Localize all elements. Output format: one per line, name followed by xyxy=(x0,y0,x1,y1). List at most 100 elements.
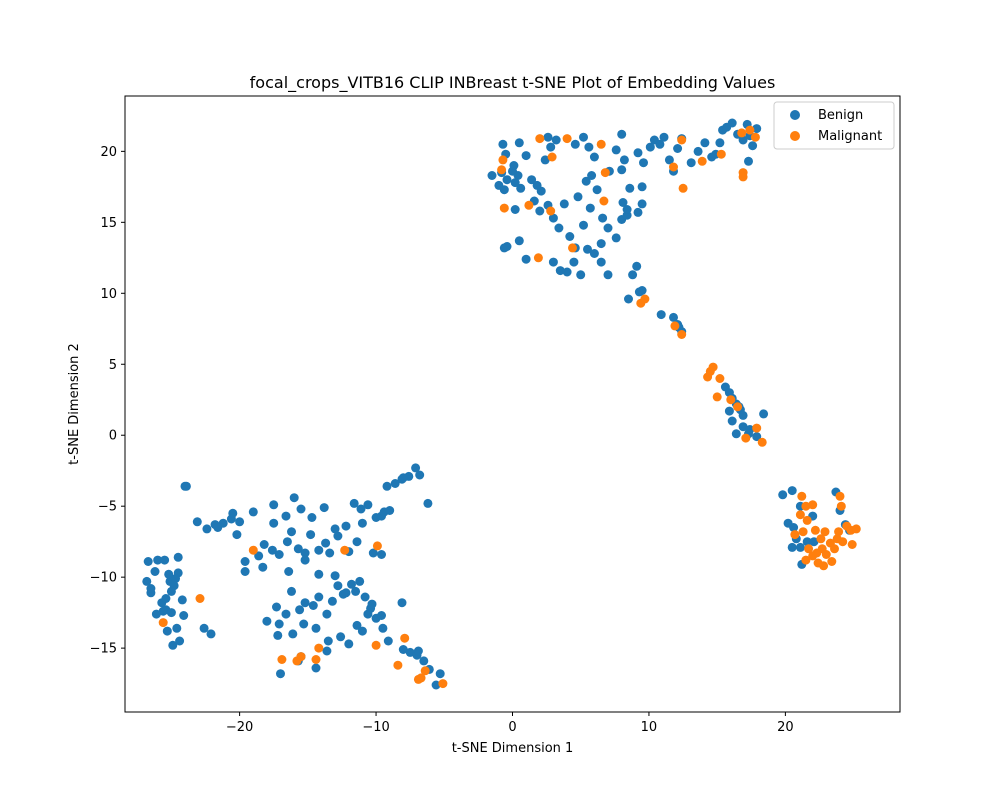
point-malignant xyxy=(498,155,508,165)
point-benign xyxy=(164,569,174,579)
point-benign xyxy=(274,619,284,629)
point-benign xyxy=(333,531,343,541)
point-benign xyxy=(570,139,580,149)
point-benign xyxy=(655,139,665,149)
point-benign xyxy=(390,479,400,488)
point-benign xyxy=(341,521,351,531)
point-benign xyxy=(587,171,597,180)
point-benign xyxy=(168,640,178,650)
legend-box xyxy=(773,101,895,150)
point-benign xyxy=(347,579,356,589)
point-benign xyxy=(551,135,561,145)
point-benign xyxy=(173,552,183,562)
x-tick-label: −10 xyxy=(362,720,389,735)
point-benign xyxy=(356,504,366,514)
point-malignant xyxy=(248,545,258,555)
point-benign xyxy=(617,165,627,175)
point-benign xyxy=(171,574,180,584)
point-benign xyxy=(357,518,367,528)
point-benign xyxy=(226,514,236,524)
point-malignant xyxy=(678,183,688,193)
point-benign xyxy=(276,669,285,679)
point-benign xyxy=(514,236,524,246)
point-malignant xyxy=(371,640,381,650)
points-layer xyxy=(142,118,861,690)
point-benign xyxy=(405,647,415,657)
point-benign xyxy=(423,498,433,508)
point-benign xyxy=(431,680,441,690)
point-malignant xyxy=(834,527,844,537)
y-axis-label: t-SNE Dimension 2 xyxy=(67,343,82,465)
point-benign xyxy=(272,602,281,612)
legend-marker-malignant xyxy=(790,131,800,141)
point-malignant xyxy=(599,196,609,206)
point-benign xyxy=(284,567,294,576)
point-benign xyxy=(314,592,324,602)
legend-label-benign: Benign xyxy=(818,108,863,123)
point-benign xyxy=(368,548,378,558)
point-benign xyxy=(307,513,317,522)
point-malignant xyxy=(726,395,736,405)
point-benign xyxy=(632,261,642,271)
point-benign xyxy=(287,527,296,537)
point-malignant xyxy=(790,530,800,540)
point-benign xyxy=(752,124,762,134)
point-malignant xyxy=(708,362,718,372)
point-benign xyxy=(783,518,793,528)
point-benign xyxy=(299,619,309,629)
point-benign xyxy=(158,606,168,616)
point-benign xyxy=(259,540,269,549)
point-malignant xyxy=(827,557,837,566)
point-malignant xyxy=(372,541,382,551)
point-benign xyxy=(281,511,291,521)
point-benign xyxy=(322,609,332,619)
point-malignant xyxy=(497,165,507,175)
point-benign xyxy=(330,524,340,534)
x-tick-label: 20 xyxy=(777,720,794,735)
point-malignant xyxy=(547,152,557,162)
point-benign xyxy=(355,576,365,586)
point-benign xyxy=(254,551,264,561)
point-benign xyxy=(269,518,279,528)
point-malignant xyxy=(847,540,857,549)
point-malignant xyxy=(314,643,324,653)
x-tick-label: 10 xyxy=(641,720,658,735)
point-benign xyxy=(295,605,305,615)
point-malignant xyxy=(733,402,743,412)
point-benign xyxy=(213,523,223,532)
point-benign xyxy=(314,569,324,579)
point-benign xyxy=(637,286,647,295)
point-benign xyxy=(273,630,283,640)
y-tick-label: −10 xyxy=(90,571,117,586)
point-malignant xyxy=(420,666,430,676)
x-tick-label: −20 xyxy=(226,720,253,735)
point-benign xyxy=(639,158,648,168)
point-benign xyxy=(731,429,741,439)
point-malignant xyxy=(669,162,678,172)
point-benign xyxy=(617,129,627,139)
point-benign xyxy=(240,567,250,576)
point-malignant xyxy=(802,515,812,525)
point-malignant xyxy=(738,172,748,182)
point-benign xyxy=(628,270,638,280)
point-benign xyxy=(192,517,202,527)
point-benign xyxy=(559,199,569,209)
legend: Benign Malignant xyxy=(773,101,895,150)
point-benign xyxy=(585,203,595,213)
point-benign xyxy=(377,611,386,620)
y-tick-label: 0 xyxy=(109,429,117,444)
point-benign xyxy=(382,481,392,491)
point-benign xyxy=(633,207,643,217)
x-tick-label: 0 xyxy=(508,720,516,735)
point-malignant xyxy=(562,134,572,144)
point-benign xyxy=(510,205,520,214)
point-malignant xyxy=(797,491,807,501)
point-benign xyxy=(738,410,748,420)
point-malignant xyxy=(757,437,767,447)
point-malignant xyxy=(413,674,423,684)
point-benign xyxy=(581,176,591,186)
point-benign xyxy=(603,270,613,280)
point-benign xyxy=(162,626,172,636)
point-benign xyxy=(142,576,152,586)
